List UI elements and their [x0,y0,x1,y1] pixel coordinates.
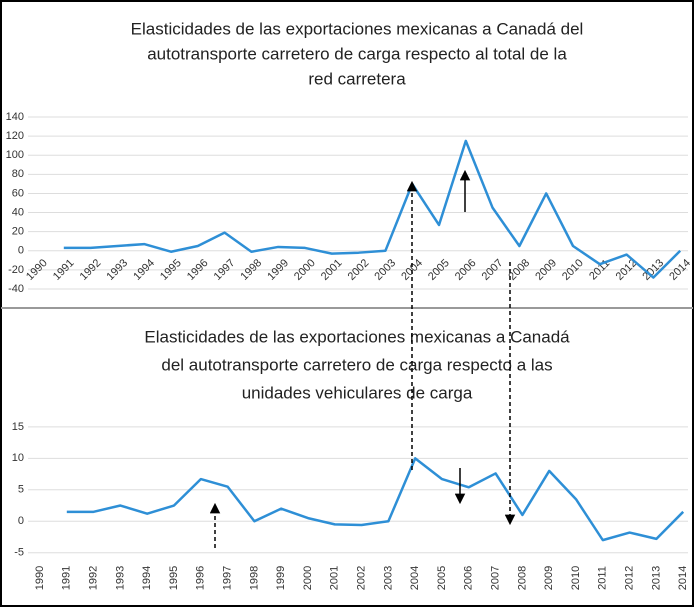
chart-title: del autotransporte carretero de carga re… [161,355,552,374]
series-line [63,139,682,279]
y-tick-label: 140 [6,111,24,123]
x-tick-label: 2011 [597,566,609,590]
y-tick-label: 0 [18,245,24,257]
x-tick-label: 2002 [356,566,368,590]
y-tick-label: 100 [6,149,24,161]
x-tick-label: 2010 [570,566,582,590]
chart-title: unidades vehiculares de carga [242,383,473,402]
x-tick-label: 2008 [516,566,528,590]
x-tick-label: 1995 [168,566,180,590]
x-tick-label: 2001 [329,566,341,590]
x-tick-label: 1997 [222,566,234,590]
x-tick-label: 2014 [677,566,689,590]
y-tick-label: 20 [12,226,24,238]
x-tick-label: 2000 [302,566,314,590]
x-tick-label: 2005 [436,566,448,590]
chart-title: red carretera [308,69,406,88]
y-tick-label: -5 [14,547,24,559]
x-tick-label: 1998 [248,566,260,590]
x-tick-label: 2013 [650,566,662,590]
x-tick-label: 1996 [195,566,207,590]
x-tick-label: 2003 [382,566,394,590]
x-tick-label: 1992 [88,566,100,590]
x-tick-label: 2006 [463,566,475,590]
x-tick-label: 1999 [275,566,287,590]
y-tick-label: 80 [12,168,24,180]
x-tick-label: 1990 [34,566,46,590]
x-tick-label: 1991 [61,566,73,590]
x-tick-label: 1993 [114,566,126,590]
series-line [66,457,685,542]
y-tick-label: 10 [12,452,24,464]
y-tick-label: -20 [8,264,24,276]
y-tick-label: 0 [18,515,24,527]
x-tick-label: 2012 [624,566,636,590]
y-tick-label: 120 [6,130,24,142]
y-tick-label: 15 [12,421,24,433]
x-tick-label: 2004 [409,566,421,590]
x-tick-label: 1994 [141,566,153,590]
y-tick-label: -40 [8,283,24,295]
chart-title: autotransporte carretero de carga respec… [147,44,567,63]
y-tick-label: 40 [12,206,24,218]
chart-title: Elasticidades de las exportaciones mexic… [144,327,570,346]
x-tick-label: 2007 [490,566,502,590]
x-tick-label: 2009 [543,566,555,590]
y-tick-label: 60 [12,187,24,199]
chart-title: Elasticidades de las exportaciones mexic… [131,19,584,38]
y-tick-label: 5 [18,484,24,496]
